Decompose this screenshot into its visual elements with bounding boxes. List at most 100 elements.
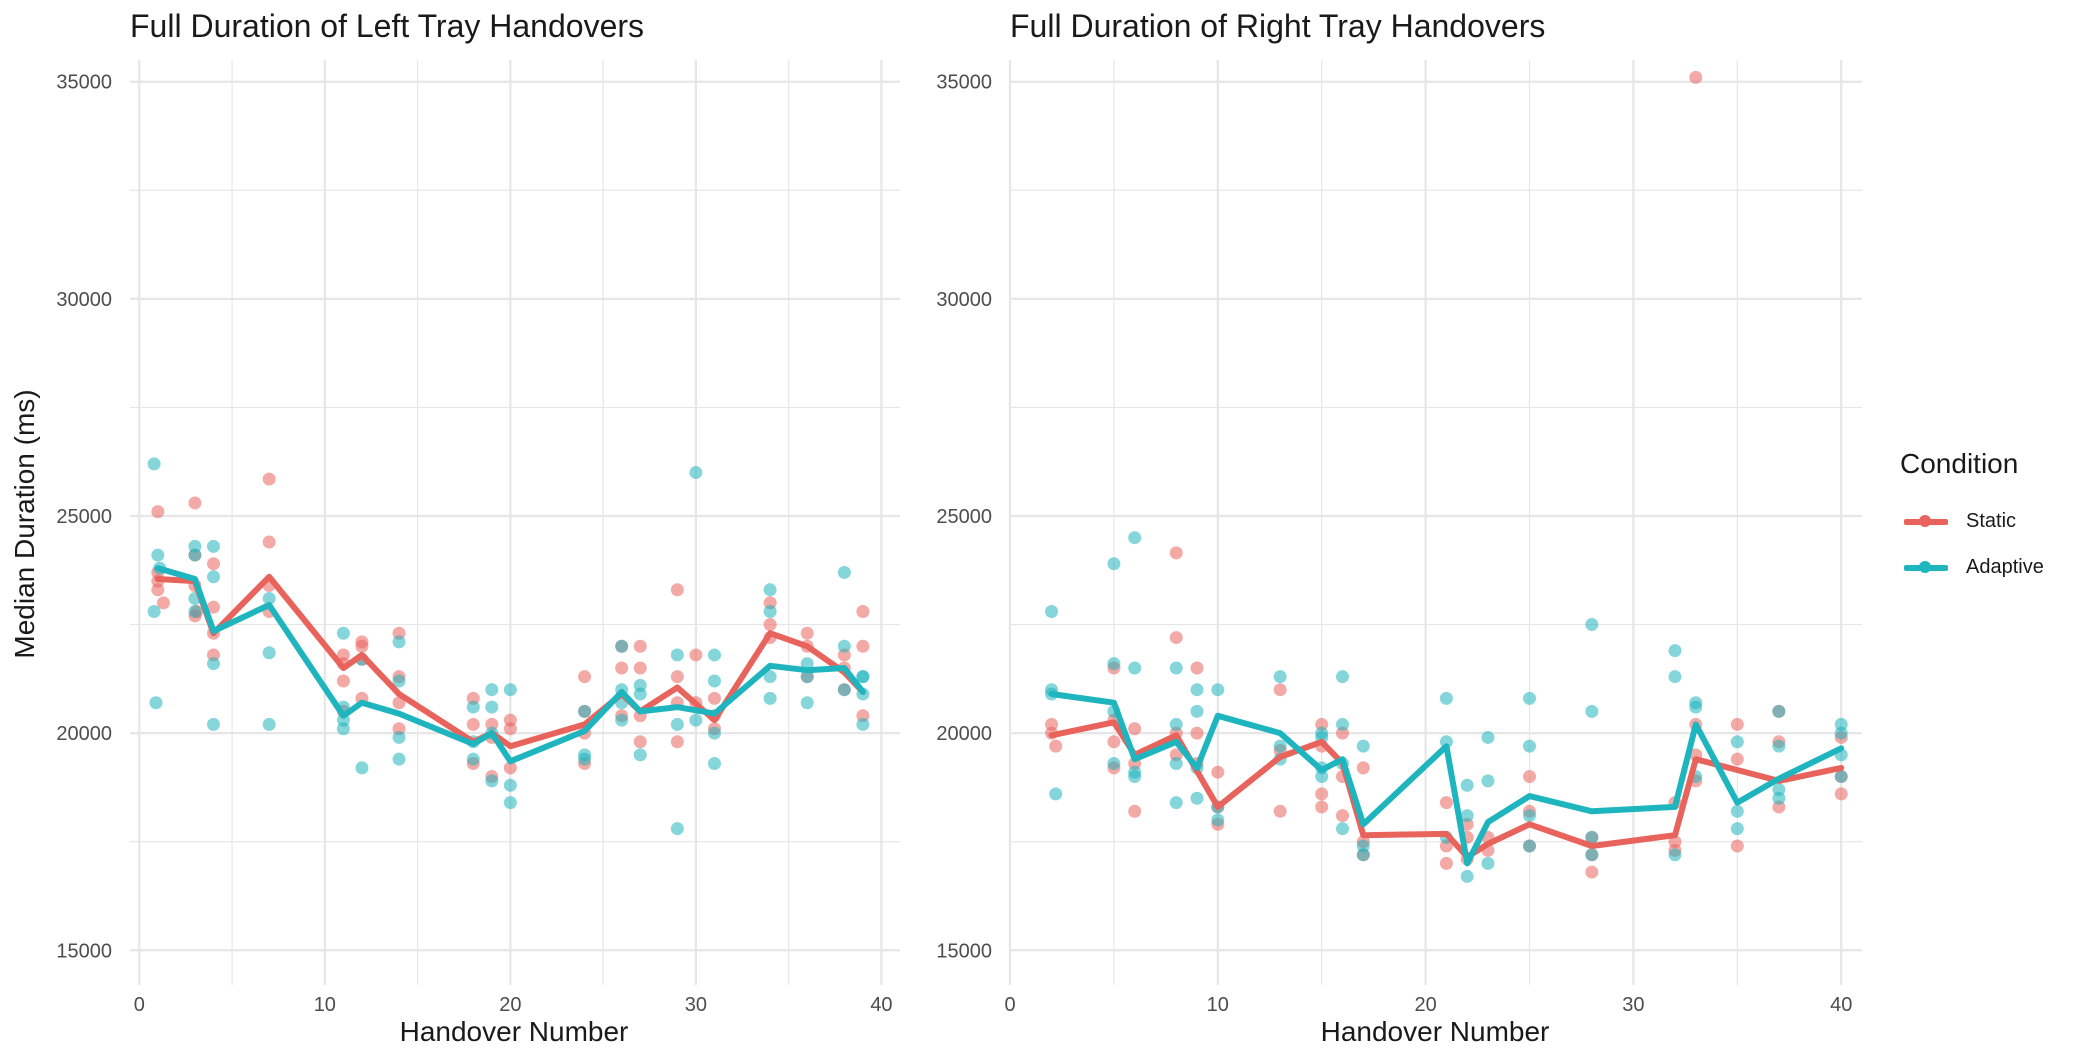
left-adaptive-point — [151, 548, 165, 562]
left-static-point — [262, 472, 276, 486]
right-static-point — [1211, 765, 1225, 779]
left-adaptive-point — [206, 570, 220, 584]
left-adaptive-point — [689, 713, 703, 727]
left-y-tick-label: 15000 — [56, 940, 112, 962]
left-y-tick-label: 20000 — [56, 723, 112, 745]
left-static-point — [151, 505, 165, 519]
left-adaptive-point — [188, 605, 202, 619]
left-static-point — [670, 670, 684, 684]
right-x-tick-label: 20 — [1414, 994, 1436, 1016]
right-adaptive-point — [1049, 787, 1063, 801]
left-y-axis-label: Median Duration (ms) — [9, 389, 40, 659]
right-adaptive-point — [1439, 691, 1453, 705]
left-adaptive-point — [188, 548, 202, 562]
left-adaptive-point — [837, 639, 851, 653]
left-static-point — [670, 583, 684, 597]
left-static-point — [206, 600, 220, 614]
left-adaptive-point — [262, 591, 276, 605]
left-adaptive-point — [633, 687, 647, 701]
left-adaptive-point — [262, 646, 276, 660]
right-static-point — [1335, 809, 1349, 823]
left-adaptive-point — [763, 605, 777, 619]
right-adaptive-point — [1128, 770, 1142, 784]
right-adaptive-point — [1169, 661, 1183, 675]
left-adaptive-point — [392, 674, 406, 688]
left-adaptive-point — [485, 774, 499, 788]
left-static-point — [800, 626, 814, 640]
right-adaptive-point — [1356, 739, 1370, 753]
legend-key-static — [1900, 511, 1952, 531]
left-static-point — [633, 661, 647, 675]
right-adaptive-point — [1128, 661, 1142, 675]
right-y-tick-label: 35000 — [936, 72, 992, 94]
right-adaptive-point — [1356, 848, 1370, 862]
right-adaptive-point — [1335, 670, 1349, 684]
left-static-point — [206, 557, 220, 571]
right-adaptive-point — [1523, 839, 1537, 853]
right-adaptive-point — [1211, 813, 1225, 827]
left-adaptive-line — [154, 565, 866, 765]
left-adaptive-point — [800, 670, 814, 684]
left-x-tick-label: 40 — [870, 994, 892, 1016]
left-adaptive-point — [262, 717, 276, 731]
right-adaptive-point — [1730, 822, 1744, 836]
left-static-point — [856, 639, 870, 653]
legend-title: Condition — [1900, 448, 2019, 479]
right-adaptive-point — [1169, 717, 1183, 731]
right-adaptive-point — [1523, 691, 1537, 705]
right-static-point — [1273, 804, 1287, 818]
right-adaptive-point — [1689, 700, 1703, 714]
right-static-point — [1190, 661, 1204, 675]
left-static-point — [670, 735, 684, 749]
left-static-point — [262, 535, 276, 549]
left-adaptive-point — [503, 778, 517, 792]
right-adaptive-point — [1523, 809, 1537, 823]
left-static-point — [355, 639, 369, 653]
right-adaptive-point — [1107, 657, 1121, 671]
left-adaptive-point — [206, 657, 220, 671]
right-static-point — [1273, 683, 1287, 697]
left-adaptive-point — [689, 466, 703, 480]
right-adaptive-point — [1190, 791, 1204, 805]
left-static-point — [336, 674, 350, 688]
left-adaptive-point — [149, 696, 163, 710]
left-adaptive-point — [615, 639, 629, 653]
left-static-point — [503, 722, 517, 736]
left-adaptive-point — [392, 752, 406, 766]
left-x-axis-label: Handover Number — [399, 1016, 629, 1047]
legend-key-adaptive — [1900, 557, 1952, 577]
right-adaptive-point — [1481, 774, 1495, 788]
right-adaptive-point — [1585, 704, 1599, 718]
left-adaptive-point — [485, 683, 499, 697]
left-adaptive-point — [763, 691, 777, 705]
right-static-point — [1356, 761, 1370, 775]
right-adaptive-point — [1585, 830, 1599, 844]
right-y-tick-label: 15000 — [936, 940, 992, 962]
left-adaptive-point — [485, 700, 499, 714]
left-static-point — [633, 639, 647, 653]
left-static-point — [689, 648, 703, 662]
left-adaptive-point — [707, 757, 721, 771]
right-static-point — [1834, 787, 1848, 801]
left-adaptive-point — [392, 635, 406, 649]
right-adaptive-point — [1834, 726, 1848, 740]
right-static-point — [1128, 804, 1142, 818]
left-x-tick-label: 30 — [685, 994, 707, 1016]
right-static-point — [1439, 796, 1453, 810]
left-adaptive-point — [763, 583, 777, 597]
left-adaptive-point — [707, 726, 721, 740]
left-static-point — [156, 596, 170, 610]
right-adaptive-point — [1772, 791, 1786, 805]
right-y-tick-label: 20000 — [936, 723, 992, 745]
left-adaptive-point — [670, 648, 684, 662]
left-x-tick-label: 20 — [499, 994, 521, 1016]
left-x-tick-label: 10 — [314, 994, 336, 1016]
legend-item-adaptive: Adaptive — [1900, 544, 2044, 590]
right-adaptive-point — [1190, 683, 1204, 697]
left-adaptive-point — [633, 748, 647, 762]
legend-label-adaptive: Adaptive — [1966, 555, 2044, 578]
right-adaptive-point — [1190, 704, 1204, 718]
right-adaptive-line — [1048, 691, 1845, 867]
right-adaptive-point — [1107, 757, 1121, 771]
